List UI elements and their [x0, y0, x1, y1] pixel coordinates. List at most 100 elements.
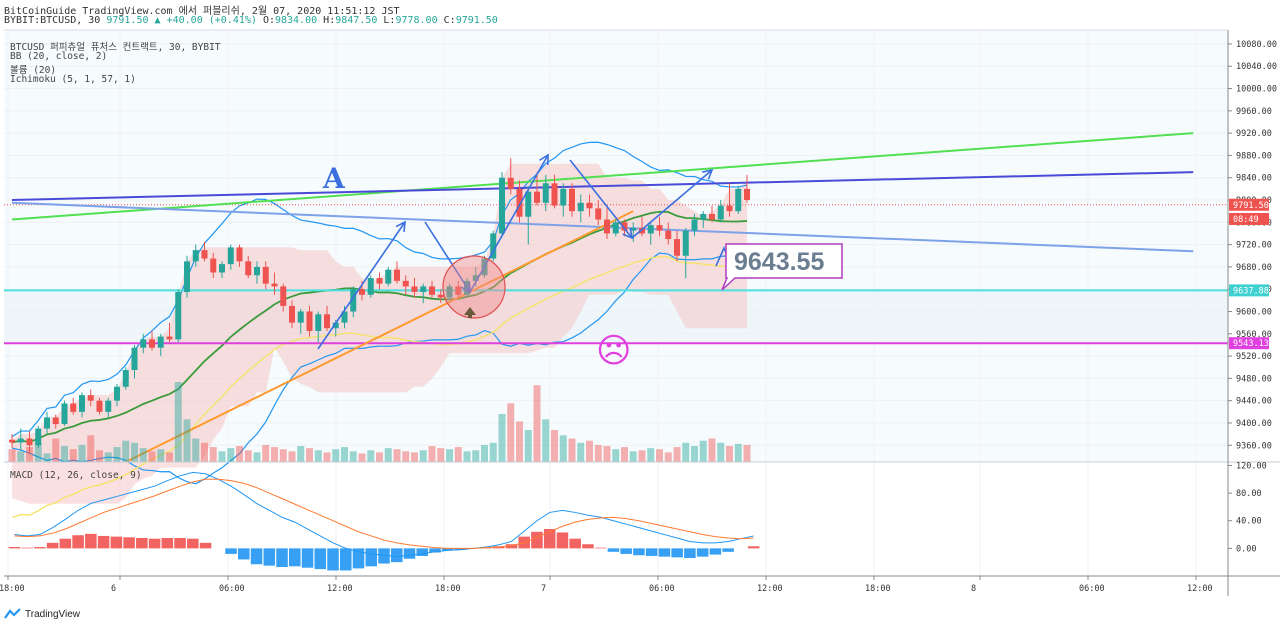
- macd-histogram-bar: [34, 546, 46, 549]
- candle-body: [96, 400, 103, 412]
- volume-bar: [437, 448, 445, 462]
- volume-bar: [174, 382, 182, 462]
- candle-body: [114, 386, 120, 401]
- legend-bb[interactable]: BB (20, close, 2): [10, 51, 108, 62]
- volume-bar: [271, 447, 278, 462]
- trend-line-orange-rising: [125, 210, 634, 463]
- candle-body: [70, 403, 77, 412]
- macd-histogram-bar: [225, 548, 237, 554]
- macd-histogram-bar: [569, 538, 581, 549]
- candle-body: [35, 428, 42, 446]
- candle-body: [639, 227, 645, 234]
- low-value: 9778.00: [395, 15, 438, 26]
- drawn-arrow: [569, 159, 633, 239]
- macd-histogram-bar: [645, 548, 658, 556]
- price-tick-label: 10080.00: [1236, 40, 1277, 50]
- volume-bar: [43, 453, 51, 462]
- last-price: 9791.50: [106, 15, 149, 26]
- candle-body: [61, 403, 68, 425]
- macd-histogram-bar: [658, 548, 671, 557]
- macd-histogram-bar: [314, 548, 327, 570]
- volume-bar: [647, 448, 655, 462]
- candle-body: [17, 438, 24, 443]
- ichimoku-cloud: [12, 163, 747, 504]
- price-label-text: 9543.13: [1233, 339, 1269, 349]
- price-tick-label: 9360.00: [1236, 441, 1272, 451]
- volume-bar: [253, 452, 261, 462]
- candle-body: [350, 289, 357, 312]
- candle-body: [665, 230, 672, 240]
- drawn-arrow: [631, 169, 713, 239]
- candle-body: [656, 225, 663, 231]
- candle-body: [52, 417, 59, 425]
- macd-histogram-bar: [709, 548, 722, 555]
- macd-histogram-bar: [21, 547, 33, 549]
- volume-bar: [559, 435, 567, 462]
- macd-histogram-bar: [352, 548, 365, 569]
- volume-bar: [69, 449, 77, 462]
- volume-bar: [104, 452, 112, 462]
- candle-body: [577, 202, 584, 212]
- drawn-arrow-head: [702, 168, 714, 180]
- macd-histogram-bar: [97, 535, 110, 549]
- legend-title: BTCUSD 퍼피츄얼 퓨처스 컨트랙트, 30, BYBIT: [10, 42, 221, 53]
- volume-bar: [34, 442, 42, 462]
- macd-histogram-bar: [390, 548, 403, 563]
- brand[interactable]: TradingView: [4, 608, 80, 620]
- volume-bar: [96, 450, 103, 462]
- volume-bar: [454, 447, 462, 462]
- volume-bar: [262, 444, 270, 462]
- price-label-text: 9637.88: [1233, 286, 1269, 296]
- price-tick-label: 9600.00: [1236, 307, 1272, 317]
- candle-body: [411, 286, 418, 292]
- callout-price: 9643.55: [734, 248, 824, 276]
- volume-bar: [244, 450, 252, 462]
- price-tick-label: 10040.00: [1236, 62, 1277, 72]
- legend-volume[interactable]: 볼륨 (20): [10, 65, 57, 76]
- macd-histogram-bar: [199, 542, 212, 549]
- volume-bar: [726, 446, 733, 462]
- candle-body: [630, 227, 637, 231]
- volume-bar: [87, 435, 95, 462]
- volume-bar: [743, 444, 751, 462]
- macd-histogram-bar: [607, 548, 620, 552]
- macd-histogram-bar: [46, 542, 59, 549]
- candle-body: [726, 205, 733, 212]
- volume-bar: [192, 438, 200, 462]
- price-tick-label: 9960.00: [1236, 107, 1272, 117]
- legend-macd[interactable]: MACD (12, 26, close, 9): [10, 470, 142, 481]
- price-tick-label: 9680.00: [1236, 263, 1272, 273]
- volume-bar: [507, 403, 515, 462]
- candle-body: [227, 247, 234, 265]
- volume-bar: [489, 442, 497, 462]
- close-value: 9791.50: [455, 15, 498, 26]
- legend-ichimoku[interactable]: Ichimoku (5, 1, 57, 1): [10, 74, 136, 85]
- volume-bar: [621, 447, 628, 462]
- candle-body: [192, 250, 199, 262]
- candle-body: [306, 311, 313, 332]
- macd-histogram-bar: [123, 537, 135, 549]
- candle-body: [262, 266, 269, 284]
- close-label: C:: [443, 15, 456, 26]
- ohlc-header: BYBIT:BTCUSD, 30 9791.50 ▲ +40.00 (+0.41…: [4, 15, 498, 26]
- candle-body: [175, 291, 182, 340]
- macd-histogram-bar: [136, 538, 148, 549]
- drawn-arrow: [317, 221, 406, 350]
- volume-bar: [209, 447, 217, 462]
- highlight-circle: [442, 255, 506, 319]
- macd-histogram-bar: [59, 538, 72, 549]
- volume-bar: [122, 440, 130, 462]
- candle-body: [131, 347, 138, 371]
- macd-histogram-bar: [747, 546, 760, 549]
- volume-bar: [472, 450, 480, 462]
- macd-histogram-bar: [327, 548, 339, 571]
- drawn-arrow: [424, 221, 471, 293]
- macd-histogram-bar: [416, 548, 429, 556]
- macd-histogram-bar: [339, 548, 352, 571]
- volume-bar: [734, 443, 742, 462]
- volume-bar: [236, 446, 243, 462]
- macd-histogram-bar: [543, 529, 556, 549]
- macd-histogram-bar: [365, 548, 378, 567]
- volume-bar: [568, 438, 576, 462]
